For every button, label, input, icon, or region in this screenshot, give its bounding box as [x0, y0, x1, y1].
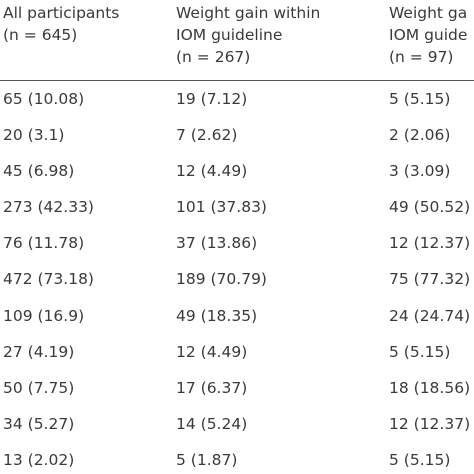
- table-cell: 45 (6.98): [3, 162, 75, 181]
- table-row: 27 (4.19) 12 (4.49) 5 (5.15): [0, 334, 474, 370]
- table-cell: 5 (5.15): [389, 342, 451, 361]
- header-line: Weight ga: [389, 4, 468, 22]
- table-row: 472 (73.18) 189 (70.79) 75 (77.32): [0, 261, 474, 297]
- table-cell: 101 (37.83): [176, 198, 267, 217]
- table-cell: 7 (2.62): [176, 126, 238, 145]
- table-row: 65 (10.08) 19 (7.12) 5 (5.15): [0, 81, 474, 117]
- table-body: 65 (10.08) 19 (7.12) 5 (5.15) 20 (3.1) 7…: [0, 81, 474, 474]
- header-line: (n = 267): [176, 48, 251, 66]
- header-divider: [0, 80, 474, 81]
- table-row: 273 (42.33) 101 (37.83) 49 (50.52): [0, 189, 474, 225]
- table-cell: 17 (6.37): [176, 378, 248, 397]
- table-header: All participants (n = 645) Weight gain w…: [0, 0, 474, 80]
- table-cell: 24 (24.74): [389, 306, 471, 325]
- table-cell: 12 (12.37): [389, 414, 471, 433]
- table-cell: 2 (2.06): [389, 126, 451, 145]
- table-cell: 3 (3.09): [389, 162, 451, 181]
- table-cell: 19 (7.12): [176, 90, 248, 108]
- table-cell: 18 (18.56): [389, 378, 471, 397]
- header-line: IOM guide: [389, 26, 468, 44]
- table-cell: 50 (7.75): [3, 378, 75, 397]
- table-cell: 14 (5.24): [176, 414, 248, 433]
- header-third-column: Weight ga IOM guide (n = 97): [389, 2, 467, 68]
- table-cell: 65 (10.08): [3, 90, 85, 108]
- header-within-guideline: Weight gain within IOM guideline (n = 26…: [176, 2, 320, 68]
- table-cell: 12 (12.37): [389, 234, 471, 253]
- table-cell: 37 (13.86): [176, 234, 258, 253]
- table-row: 109 (16.9) 49 (18.35) 24 (24.74): [0, 298, 474, 334]
- header-line: IOM guideline: [176, 26, 283, 44]
- table-row: 45 (6.98) 12 (4.49) 3 (3.09): [0, 153, 474, 189]
- table-row: 34 (5.27) 14 (5.24) 12 (12.37): [0, 406, 474, 442]
- table-cell: 49 (18.35): [176, 306, 258, 325]
- header-line: (n = 645): [3, 26, 78, 44]
- header-line: (n = 97): [389, 48, 454, 66]
- table-cell: 5 (5.15): [389, 90, 451, 108]
- table-cell: 5 (5.15): [389, 450, 451, 469]
- header-line: Weight gain within: [176, 4, 321, 22]
- table-cell: 20 (3.1): [3, 126, 65, 145]
- table-cell: 76 (11.78): [3, 234, 85, 253]
- table-cell: 34 (5.27): [3, 414, 75, 433]
- table-row: 13 (2.02) 5 (1.87) 5 (5.15): [0, 442, 474, 474]
- table-row: 50 (7.75) 17 (6.37) 18 (18.56): [0, 370, 474, 406]
- table-cell: 109 (16.9): [3, 306, 85, 325]
- header-line: All participants: [3, 4, 120, 22]
- table-cell: 12 (4.49): [176, 162, 248, 181]
- table-cell: 5 (1.87): [176, 450, 238, 469]
- table-cell: 12 (4.49): [176, 342, 248, 361]
- table-cell: 189 (70.79): [176, 270, 267, 289]
- table-row: 76 (11.78) 37 (13.86) 12 (12.37): [0, 225, 474, 261]
- table-cell: 273 (42.33): [3, 198, 94, 217]
- table-cell: 27 (4.19): [3, 342, 75, 361]
- table-cell: 75 (77.32): [389, 270, 471, 289]
- table-row: 20 (3.1) 7 (2.62) 2 (2.06): [0, 117, 474, 153]
- table-cell: 472 (73.18): [3, 270, 94, 289]
- table-cell: 49 (50.52): [389, 198, 471, 217]
- table-cell: 13 (2.02): [3, 450, 75, 469]
- header-all-participants: All participants (n = 645): [3, 2, 119, 46]
